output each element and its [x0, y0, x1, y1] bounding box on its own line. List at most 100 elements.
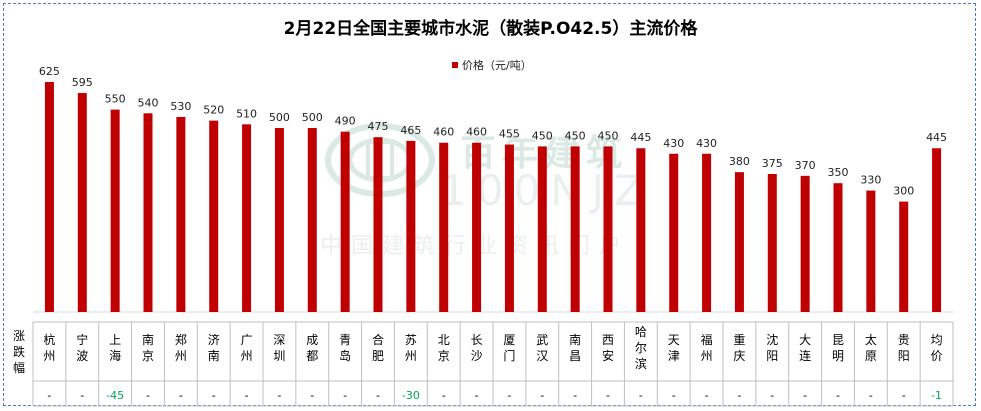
- data-label: 375: [762, 157, 783, 170]
- data-label: 380: [729, 155, 750, 168]
- bar-青岛: [340, 131, 350, 312]
- bar-西安: [603, 146, 613, 312]
- category-label: 深: [273, 333, 285, 347]
- data-label: 510: [236, 107, 257, 120]
- data-label: 450: [598, 129, 619, 142]
- category-label: 明: [832, 349, 844, 363]
- bar-武汉: [537, 146, 547, 312]
- change-value: -: [672, 389, 676, 402]
- category-label: 沈: [766, 332, 778, 347]
- category-label: 北: [438, 333, 450, 347]
- category-label: 连: [799, 348, 811, 363]
- bar-沈阳: [767, 174, 777, 312]
- change-value: -: [639, 389, 643, 402]
- bar-贵阳: [899, 201, 909, 312]
- change-value: -: [705, 389, 709, 402]
- data-label: 455: [499, 128, 520, 141]
- category-label: 京: [142, 349, 154, 363]
- data-label: 445: [926, 131, 947, 144]
- category-label: 阳: [766, 349, 778, 363]
- category-label: 武: [536, 333, 548, 347]
- bar-苏州: [406, 140, 416, 312]
- bar-均价: [932, 148, 942, 312]
- change-value: -: [310, 389, 314, 402]
- bar-深圳: [274, 128, 284, 312]
- category-label: 京: [438, 349, 450, 363]
- bar-北京: [439, 142, 449, 312]
- category-label: 门: [503, 348, 515, 363]
- category-label: 都: [306, 349, 318, 363]
- change-value: -: [277, 389, 281, 402]
- change-value: -: [212, 389, 216, 402]
- category-label: 汉: [536, 349, 548, 363]
- category-label: 西: [602, 333, 614, 347]
- category-label: 合: [372, 332, 384, 347]
- bar-郑州: [176, 116, 186, 313]
- change-value: -: [836, 389, 840, 402]
- bar-哈尔滨: [636, 148, 646, 312]
- category-label: 滨: [635, 356, 647, 371]
- bar-南昌: [570, 146, 580, 312]
- category-label: 济: [208, 332, 220, 347]
- data-label: 450: [532, 129, 553, 142]
- bar-天津: [669, 153, 679, 312]
- change-value: -: [507, 389, 511, 402]
- chart-title: 2月22日全国主要城市水泥（散装P.O42.5）主流价格: [283, 19, 698, 39]
- category-label: 州: [701, 349, 713, 363]
- data-label: 490: [335, 115, 356, 128]
- category-label: 宁: [76, 332, 88, 347]
- category-label: 原: [865, 349, 877, 363]
- category-label: 价: [931, 349, 943, 363]
- category-label: 阳: [898, 349, 910, 363]
- data-label: 625: [39, 65, 60, 78]
- legend-swatch: [452, 62, 458, 68]
- change-value: -: [146, 389, 150, 402]
- category-label: 肥: [372, 349, 384, 363]
- data-label: 540: [138, 96, 159, 109]
- data-label: 300: [893, 185, 914, 198]
- category-label: 昆: [832, 333, 844, 347]
- bar-长沙: [472, 142, 482, 312]
- bar-重庆: [734, 172, 744, 312]
- category-label: 波: [76, 349, 88, 363]
- category-label: 太: [865, 332, 877, 347]
- category-label: 天: [668, 333, 680, 347]
- change-value: -: [869, 389, 873, 402]
- category-label: 大: [799, 333, 811, 347]
- change-value: -: [902, 389, 906, 402]
- category-label: 南: [208, 348, 220, 363]
- change-value: -: [737, 389, 741, 402]
- bar-济南: [209, 120, 219, 312]
- bar-成都: [307, 128, 317, 312]
- category-label: 州: [405, 349, 417, 363]
- data-label: 465: [400, 124, 421, 137]
- category-label: 长: [471, 333, 483, 347]
- category-label: 安: [602, 348, 614, 363]
- category-label: 广: [241, 333, 253, 347]
- bar-昆明: [833, 183, 843, 312]
- category-label: 厦: [503, 333, 515, 347]
- data-label: 475: [368, 120, 389, 133]
- category-label: 海: [109, 348, 121, 363]
- data-label: 430: [696, 137, 717, 150]
- bar-厦门: [504, 144, 514, 312]
- data-label: 500: [269, 111, 290, 124]
- category-label: 苏: [405, 333, 417, 347]
- bar-杭州: [44, 82, 54, 312]
- change-value: -30: [402, 389, 420, 402]
- data-label: 460: [466, 126, 487, 139]
- data-label: 330: [860, 174, 881, 187]
- category-label: 福: [701, 332, 713, 347]
- change-value: -: [770, 389, 774, 402]
- change-value: -: [442, 389, 446, 402]
- category-label: 青: [339, 333, 351, 347]
- change-value: -: [47, 389, 51, 402]
- chart-legend: 价格（元/吨）: [452, 57, 532, 73]
- change-value: -: [376, 389, 380, 402]
- change-value: -45: [106, 389, 124, 402]
- data-label: 500: [302, 111, 323, 124]
- category-label: 杭: [43, 332, 55, 347]
- data-label: 460: [433, 126, 454, 139]
- category-label: 州: [241, 349, 253, 363]
- data-label: 530: [170, 100, 191, 113]
